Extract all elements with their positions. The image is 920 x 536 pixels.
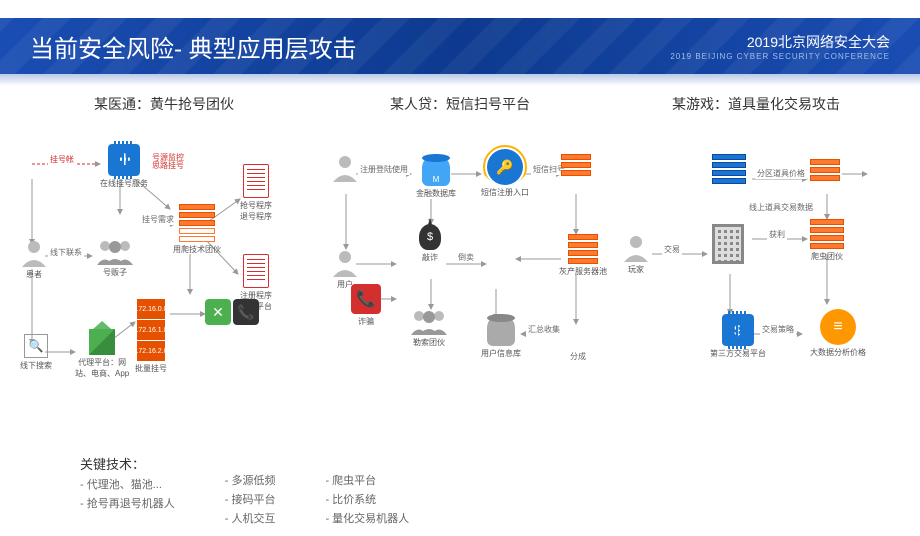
database-icon: [487, 314, 515, 346]
phone-app-icon: 📞: [233, 299, 259, 325]
edge-label: 线上道具交易数据: [747, 202, 815, 213]
edge-label: 挂号需求: [140, 214, 176, 225]
edge-label: 线下联系: [48, 247, 84, 258]
people-icon: [95, 239, 135, 265]
node-proxy-platform: 代理平台：网 站、电商、App: [75, 329, 129, 379]
people-icon: [409, 309, 449, 335]
edge-label: 号源监控 思路挂号: [150, 154, 186, 170]
building-icon: [712, 224, 744, 264]
node-user: [331, 154, 359, 182]
person-icon: [331, 249, 359, 277]
section-title: 某人贷：短信扫号平台: [316, 94, 604, 114]
footer-title: 关键技术：: [80, 454, 175, 473]
node-player: 玩家: [622, 234, 650, 275]
section-loan: 某人贷：短信扫号平台 注册登陆使用 短信扫号 倒卖 汇总收集 分成 M: [316, 94, 604, 446]
database-icon: M: [422, 154, 450, 186]
node-apps: ✕ 📞: [205, 299, 259, 325]
slide-content: 某医通：黄牛抢号团伙 挂号帐 号源监控 思路挂号 线下联系 引流 挂号需求 ✚ …: [0, 74, 920, 536]
diagram-canvas: 注册登陆使用 短信扫号 倒卖 汇总收集 分成 M 金融数据库 🔑 短信注册入口 …: [316, 124, 604, 446]
node-offline-search: 🔍 线下搜索: [20, 334, 52, 371]
node-grab-program: 抢号程序 退号程序: [240, 164, 272, 222]
section-title: 某游戏：道具量化交易攻击: [612, 94, 900, 114]
server-icon: [810, 219, 844, 249]
server-icon: [810, 159, 840, 181]
money-bag-icon: $: [419, 224, 441, 250]
node-finance-db: M 金融数据库: [416, 154, 456, 199]
diagram-canvas: 挂号帐 号源监控 思路挂号 线下联系 引流 挂号需求 ✚ 在线挂号服务 抢号程序…: [20, 124, 308, 446]
node-trade-data: [810, 159, 840, 181]
node-bigdata: ≡ 大数据分析价格: [810, 309, 866, 358]
node-ransom-gang: 勒索团伙: [409, 309, 449, 348]
edge-label: 交易: [662, 244, 682, 255]
edge-label: 获利: [767, 229, 787, 240]
node-scalper: 号贩子: [95, 239, 135, 278]
edge-label: 挂号帐: [48, 154, 76, 165]
wechat-icon: ✕: [205, 299, 231, 325]
section-game: 某游戏：道具量化交易攻击 分区道具价格 线上道具交易数据 交易 获利 交易策略 …: [612, 94, 900, 446]
badge-icon: 🔑: [487, 149, 523, 185]
section-title: 某医通：黄牛抢号团伙: [20, 94, 308, 114]
cube-icon: [89, 329, 115, 355]
conference-badge: 2019北京网络安全大会 2019 BEIJING CYBER SECURITY…: [670, 32, 890, 61]
node-price-data: [712, 154, 746, 184]
edge-label: 注册登陆使用: [358, 164, 410, 175]
footer-col: 关键技术： - 代理池、猫池... - 抢号再退号机器人: [80, 454, 175, 526]
footer-col: - 多源低频 - 接码平台 - 人机交互: [225, 454, 276, 526]
document-icon: [243, 254, 269, 288]
edge-label: 分区道具价格: [755, 168, 807, 179]
node-sms-scan: [561, 154, 591, 176]
server-icon: [712, 154, 746, 184]
ip-boxes: 172.16.0.0 172.16.1.0 172.16.2.0: [137, 299, 165, 361]
node-crawler-gang: 爬虫团伙: [810, 219, 844, 262]
key-tech-footer: 关键技术： - 代理池、猫池... - 抢号再退号机器人 - 多源低频 - 接码…: [20, 446, 900, 526]
app-icons: ✕ 📞: [205, 299, 259, 325]
node-ip-list: 172.16.0.0 172.16.1.0 172.16.2.0 批量挂号: [135, 299, 167, 374]
diagram-row: 某医通：黄牛抢号团伙 挂号帐 号源监控 思路挂号 线下联系 引流 挂号需求 ✚ …: [20, 94, 900, 446]
person-icon: [331, 154, 359, 182]
person-icon: [622, 234, 650, 262]
node-extortion: $ 敲诈: [419, 224, 441, 263]
person-icon: [20, 239, 48, 267]
diagram-canvas: 分区道具价格 线上道具交易数据 交易 获利 交易策略 爬虫团伙 玩家 $ 第三方…: [612, 124, 900, 446]
server-icon: [561, 154, 591, 176]
phone-icon: 📞: [351, 284, 381, 314]
edge-label: 汇总收集: [526, 324, 562, 335]
slide-header: 当前安全风险- 典型应用层攻击 2019北京网络安全大会 2019 BEIJIN…: [0, 18, 920, 74]
node-exchange: [712, 224, 744, 264]
edge-label: 倒卖: [456, 252, 476, 263]
slide-title: 当前安全风险- 典型应用层攻击: [30, 29, 357, 64]
conf-name-en: 2019 BEIJING CYBER SECURITY CONFERENCE: [670, 52, 890, 61]
node-online-service: ✚ 在线挂号服务: [100, 144, 148, 189]
chip-icon: $: [722, 314, 754, 346]
node-3rd-party: $ 第三方交易平台: [710, 314, 766, 359]
node-gray-server: 灰产服务器池: [559, 234, 607, 277]
node-patient: 患者: [20, 239, 48, 280]
server-icon: [179, 204, 215, 242]
server-icon: [568, 234, 598, 264]
node-user-db: 用户信息库: [481, 314, 521, 359]
node-sms-entry: 🔑 短信注册入口: [481, 149, 529, 198]
section-medical: 某医通：黄牛抢号团伙 挂号帐 号源监控 思路挂号 线下联系 引流 挂号需求 ✚ …: [20, 94, 308, 446]
document-icon: [243, 164, 269, 198]
edge-label: 分成: [568, 351, 588, 362]
analytics-icon: ≡: [820, 309, 856, 345]
node-crawler-team: 用爬技术团伙: [173, 204, 221, 255]
search-icon: 🔍: [24, 334, 48, 358]
footer-col: - 爬虫平台 - 比价系统 - 量化交易机器人: [325, 454, 409, 526]
chip-icon: ✚: [108, 144, 140, 176]
conf-name: 2019北京网络安全大会: [670, 32, 890, 52]
node-fraud: 📞 诈骗: [351, 284, 381, 327]
